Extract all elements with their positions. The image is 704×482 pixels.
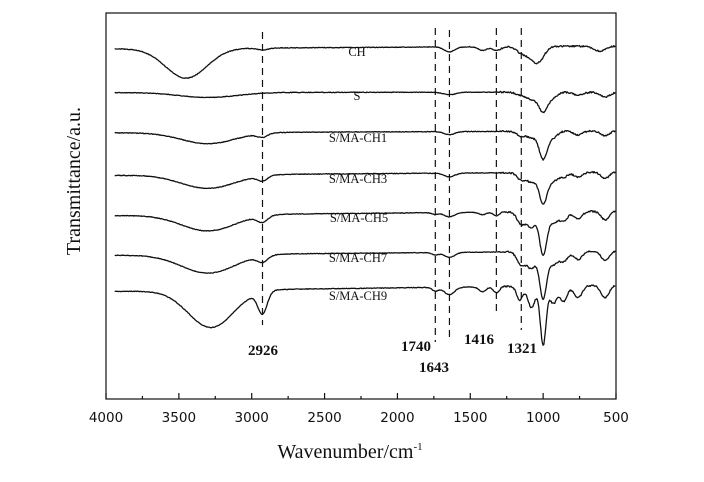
series-label: S/MA-CH9 [329, 289, 387, 303]
plot-frame [105, 12, 617, 400]
x-tick-label: 2500 [307, 410, 341, 426]
x-tick-label: 4000 [89, 410, 123, 426]
x-tick-labels-group: 4000 3500 3000 2500 2000 1500 1000 500 [89, 410, 629, 426]
peak-label: 2926 [248, 343, 279, 359]
x-tick-label: 3000 [235, 410, 269, 426]
spectrum-line [114, 44, 616, 79]
spectrum-line [114, 129, 616, 161]
x-tick-label: 500 [603, 410, 629, 426]
x-axis-title-text: Wavenumber/cm [277, 441, 414, 463]
peak-label: 1740 [401, 339, 431, 355]
spectrum-line [114, 90, 616, 114]
spectra-group [114, 44, 616, 346]
series-label: S/MA-CH5 [330, 211, 388, 225]
peak-label: 1416 [464, 332, 495, 348]
peak-labels-group: 2926 1740 1643 1416 1321 [248, 332, 537, 376]
guide-lines-group [261, 28, 522, 342]
x-tick-label: 1000 [526, 410, 560, 426]
y-axis-title: Transmittance/a.u. [63, 107, 85, 255]
x-axis-title: Wavenumber/cm-1 [277, 441, 422, 463]
x-axis-title-superscript: -1 [413, 441, 422, 453]
spectrum-line [114, 284, 616, 346]
spectrum-line [114, 170, 616, 205]
peak-label: 1321 [507, 341, 537, 357]
x-ticks-group [105, 393, 617, 399]
x-tick-label: 1500 [453, 410, 487, 426]
series-label: S [354, 89, 361, 103]
series-labels-group: CH S S/MA-CH1 S/MA-CH3 S/MA-CH5 S/MA-CH7 S/MA-… [329, 45, 388, 303]
series-label: S/MA-CH7 [329, 251, 387, 265]
x-tick-label: 3500 [162, 410, 196, 426]
spectrum-line [114, 250, 616, 301]
series-label: S/MA-CH1 [329, 131, 387, 145]
x-tick-label: 2000 [380, 410, 414, 426]
series-label: CH [348, 45, 365, 59]
peak-label: 1643 [419, 360, 449, 376]
spectrum-line [114, 209, 616, 257]
series-label: S/MA-CH3 [329, 172, 387, 186]
